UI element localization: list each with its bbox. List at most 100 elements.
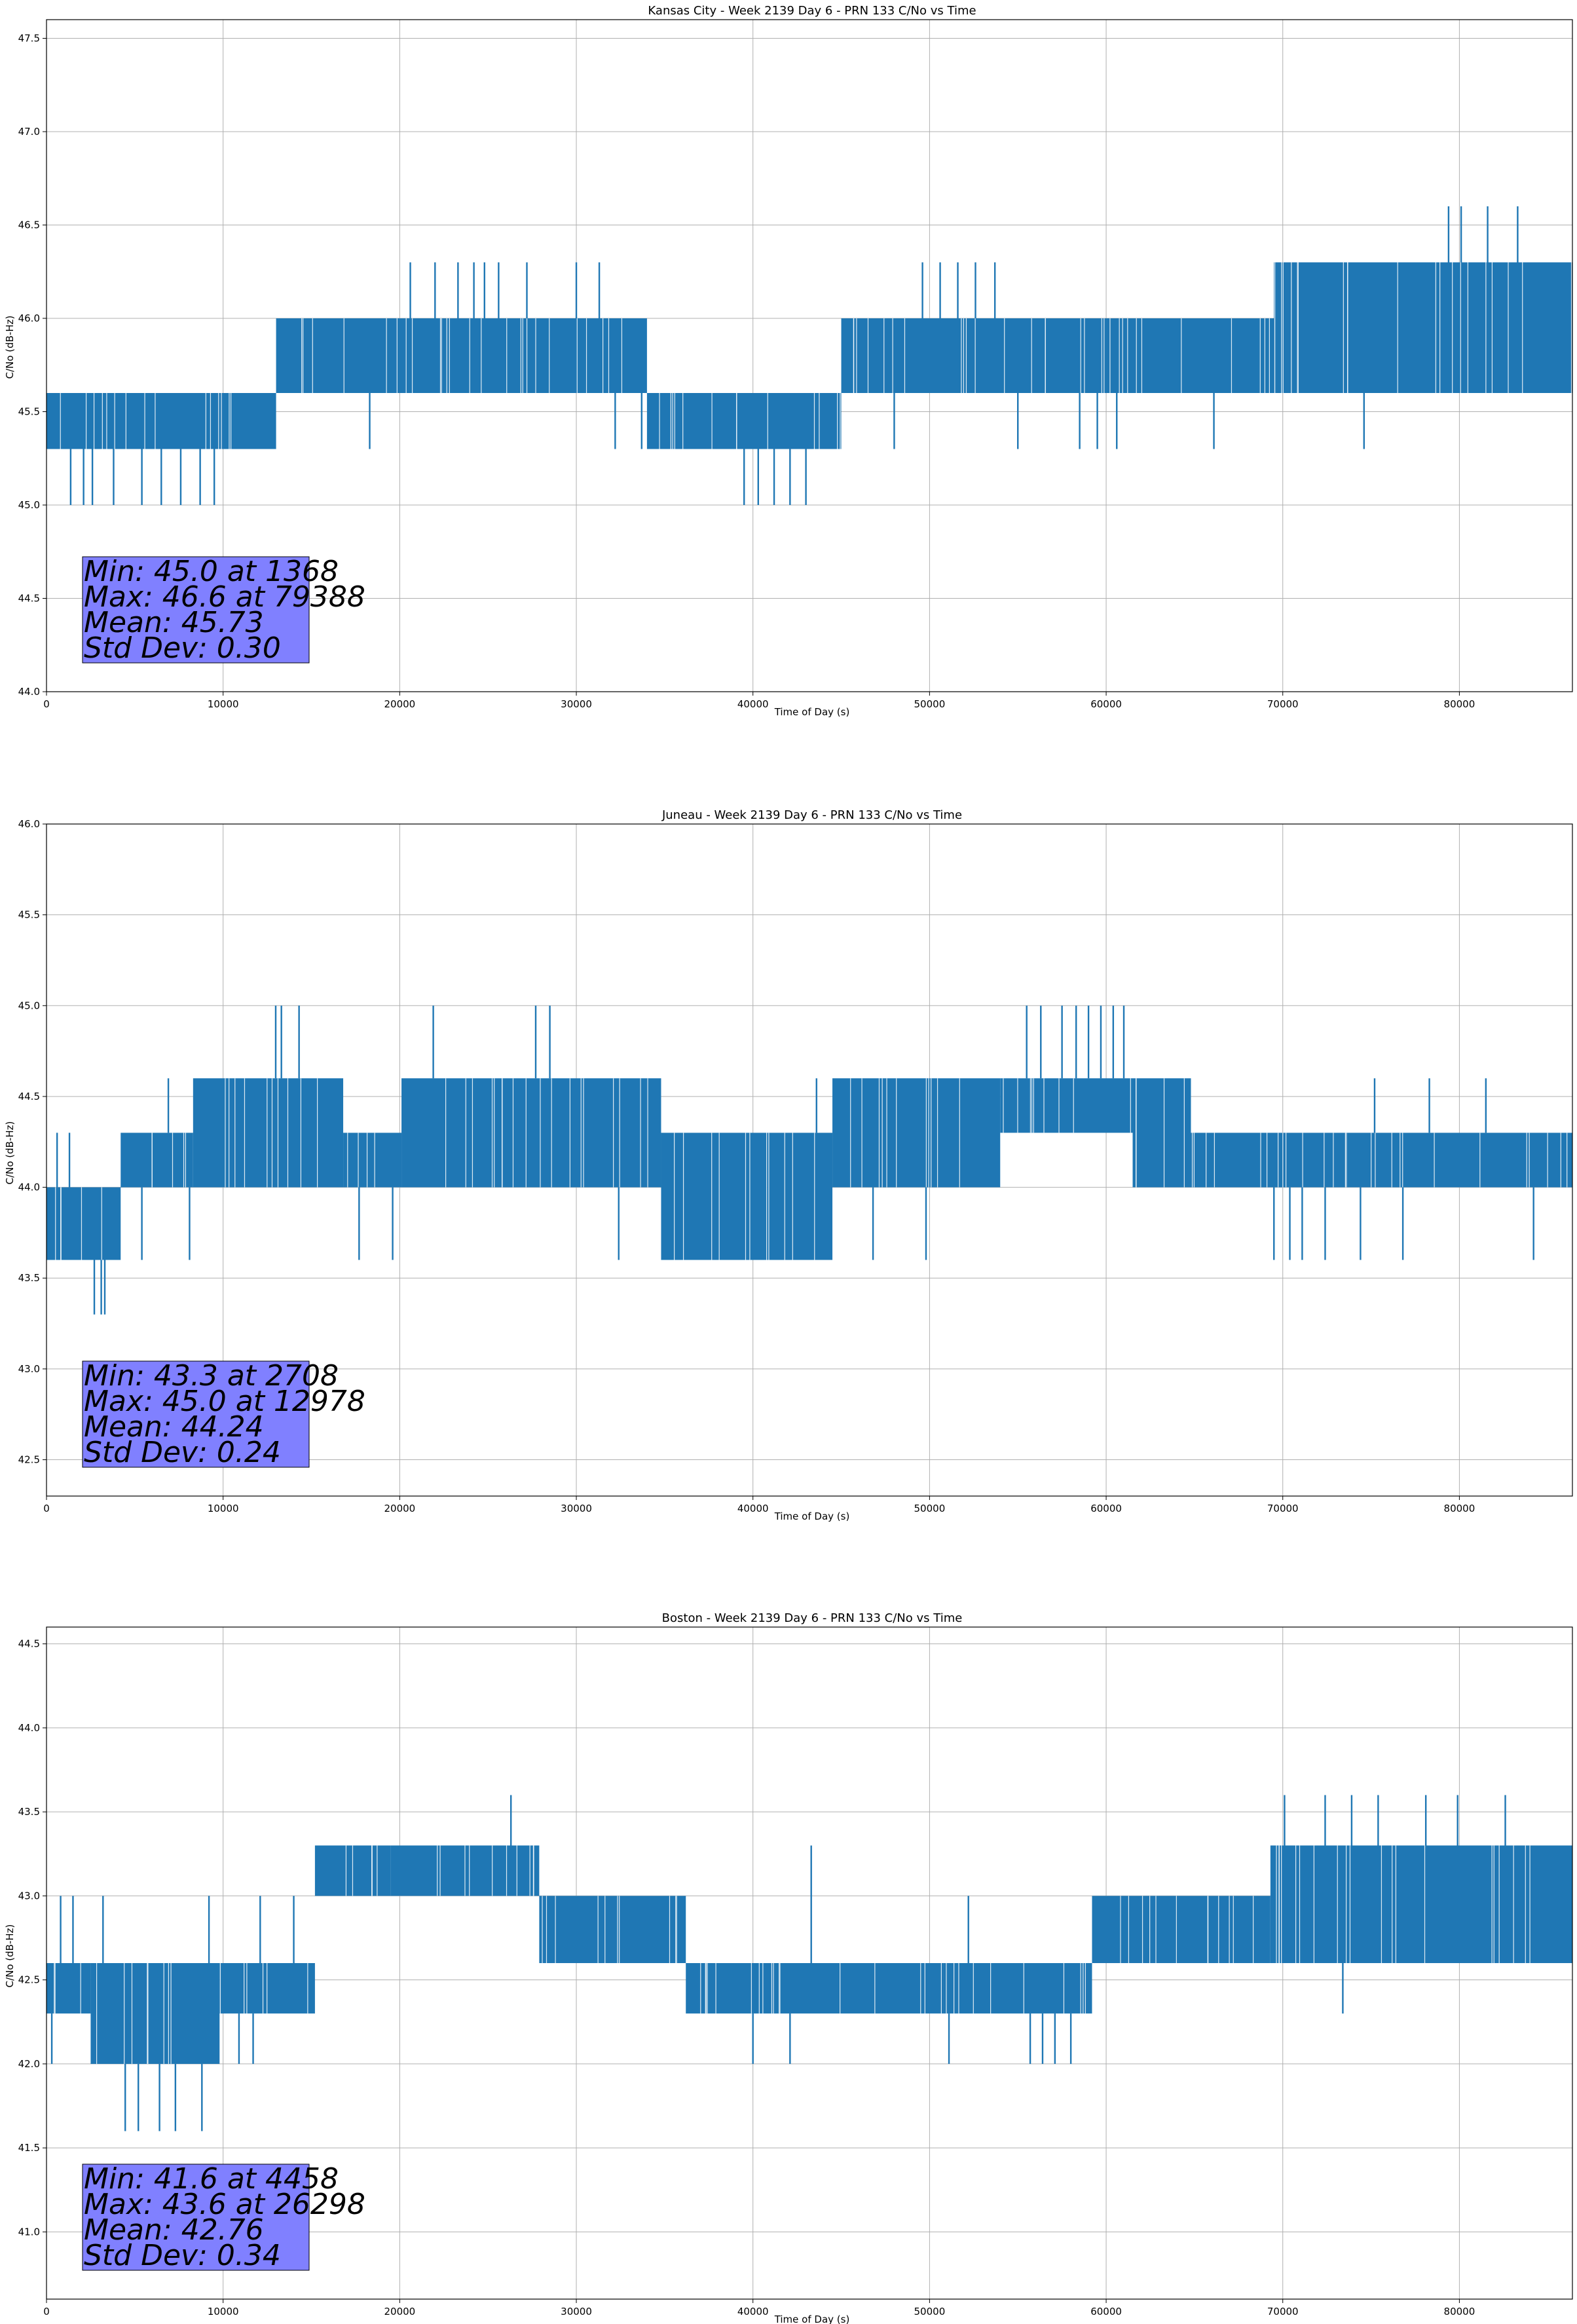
x-tick-label: 50000	[914, 2306, 946, 2317]
cno-band	[1191, 1133, 1572, 1188]
x-tick-label: 20000	[384, 698, 415, 710]
x-tick-label: 20000	[384, 2306, 415, 2317]
x-tick-label: 40000	[737, 698, 769, 710]
stats-box-background	[82, 2164, 310, 2271]
y-tick-label: 46.0	[18, 818, 40, 830]
chart-title: Boston - Week 2139 Day 6 - PRN 133 C/No …	[662, 1611, 963, 1625]
x-tick-label: 0	[43, 1503, 50, 1514]
cno-band	[343, 1133, 402, 1188]
y-tick-label: 44.5	[18, 1091, 40, 1102]
y-tick-label: 44.5	[18, 593, 40, 605]
y-tick-label: 44.0	[18, 686, 40, 698]
plot-frame	[46, 823, 1573, 1497]
cno-band	[46, 1963, 91, 2014]
stats-std-dev: Std Dev: 0.34	[84, 2239, 281, 2272]
plot-frame	[46, 1626, 1573, 2300]
stats-box-background	[82, 1360, 310, 1468]
stats-std-dev: Std Dev: 0.30	[84, 631, 281, 665]
stats-mean: Mean: 44.24	[84, 1410, 264, 1444]
axes: 0 10000 20000 30000 40000 50000 60000 70000 8000…	[18, 19, 1573, 710]
y-tick-label: 46.5	[18, 219, 40, 231]
stats-max: Max: 43.6 at 26298	[84, 2188, 365, 2221]
y-tick-label: 41.0	[18, 2226, 40, 2238]
cno-band	[539, 1896, 686, 1963]
y-tick-label: 42.5	[18, 1974, 40, 1986]
plot-frame	[46, 19, 1573, 692]
stats-mean: Mean: 42.76	[84, 2213, 264, 2247]
data-layer	[46, 1795, 1572, 2131]
y-tick-label: 42.0	[18, 2058, 40, 2070]
y-tick-label: 45.0	[18, 1000, 40, 1011]
x-axis-label: Time of Day (s)	[774, 706, 850, 718]
boston-panel: Boston - Week 2139 Day 6 - PRN 133 C/No …	[4, 1611, 1573, 2324]
x-tick-label: 30000	[561, 1503, 592, 1514]
cno-band	[1274, 262, 1572, 393]
cno-band	[193, 1078, 344, 1188]
x-tick-label: 50000	[914, 698, 946, 710]
cno-band	[1000, 1078, 1133, 1133]
y-axis-label: C/No (dB-Hz)	[4, 316, 16, 379]
data-layer	[46, 1005, 1572, 1315]
stats-mean: Mean: 45.73	[84, 606, 264, 639]
cno-band	[767, 1133, 833, 1260]
y-tick-label: 47.0	[18, 126, 40, 138]
x-axis-label: Time of Day (s)	[774, 2314, 850, 2324]
x-tick-label: 0	[43, 698, 50, 710]
y-tick-label: 43.0	[18, 1363, 40, 1375]
data-layer	[46, 206, 1572, 505]
x-tick-label: 40000	[737, 1503, 769, 1514]
axes: 0 10000 20000 30000 40000 50000 60000 70000 8000…	[18, 818, 1573, 1514]
y-tick-label: 43.5	[18, 1272, 40, 1284]
cno-band	[841, 318, 1274, 393]
stats-box-background	[82, 556, 310, 664]
stats-min: Min: 41.6 at 4458	[84, 2162, 339, 2196]
x-tick-label: 0	[43, 2306, 50, 2317]
x-tick-label: 50000	[914, 1503, 946, 1514]
x-tick-label: 40000	[737, 2306, 769, 2317]
cno-band	[943, 1963, 1092, 2014]
cno-band	[1132, 1078, 1191, 1188]
stats-max: Max: 46.6 at 79388	[84, 580, 365, 614]
y-axis-label: C/No (dB-Hz)	[4, 1924, 16, 1988]
x-tick-label: 10000	[208, 2306, 239, 2317]
stats-min: Min: 45.0 at 1368	[84, 555, 339, 588]
cno-band	[401, 1078, 661, 1188]
y-tick-label: 44.5	[18, 1638, 40, 1650]
cno-band	[121, 1133, 193, 1188]
cno-band	[686, 1963, 944, 2014]
y-tick-label: 41.5	[18, 2142, 40, 2154]
y-axis-label: C/No (dB-Hz)	[4, 1121, 16, 1185]
x-tick-label: 10000	[208, 1503, 239, 1514]
cno-band	[661, 1133, 768, 1260]
x-tick-label: 30000	[561, 698, 592, 710]
cno-band	[46, 393, 276, 449]
y-tick-label: 45.5	[18, 909, 40, 921]
chart-title: Juneau - Week 2139 Day 6 - PRN 133 C/No …	[661, 808, 962, 822]
cno-band	[46, 1187, 121, 1260]
y-tick-label: 45.0	[18, 499, 40, 511]
x-tick-label: 10000	[208, 698, 239, 710]
y-tick-label: 44.0	[18, 1182, 40, 1193]
y-tick-label: 45.5	[18, 406, 40, 418]
x-tick-label: 60000	[1090, 698, 1122, 710]
x-tick-label: 60000	[1090, 1503, 1122, 1514]
y-tick-label: 46.0	[18, 312, 40, 324]
y-tick-label: 42.5	[18, 1454, 40, 1466]
cno-band	[90, 1963, 220, 2064]
x-tick-label: 80000	[1444, 1503, 1475, 1514]
kansas-city-panel: Kansas City - Week 2139 Day 6 - PRN 133 …	[4, 4, 1573, 718]
x-tick-label: 60000	[1090, 2306, 1122, 2317]
cno-band	[1092, 1896, 1271, 1963]
x-tick-label: 70000	[1267, 698, 1299, 710]
cno-band	[1270, 1845, 1572, 1963]
stats-box: Min: 45.0 at 1368 Max: 46.6 at 79388 Mea…	[82, 555, 365, 665]
x-axis-label: Time of Day (s)	[774, 1510, 850, 1522]
x-tick-label: 80000	[1444, 2306, 1475, 2317]
y-tick-label: 43.5	[18, 1806, 40, 1818]
stats-min: Min: 43.3 at 2708	[84, 1359, 339, 1393]
x-tick-label: 80000	[1444, 698, 1475, 710]
y-tick-label: 47.5	[18, 33, 40, 45]
cno-band	[646, 393, 842, 449]
axes: 0 10000 20000 30000 40000 50000 60000 70000 8000…	[18, 1626, 1573, 2317]
